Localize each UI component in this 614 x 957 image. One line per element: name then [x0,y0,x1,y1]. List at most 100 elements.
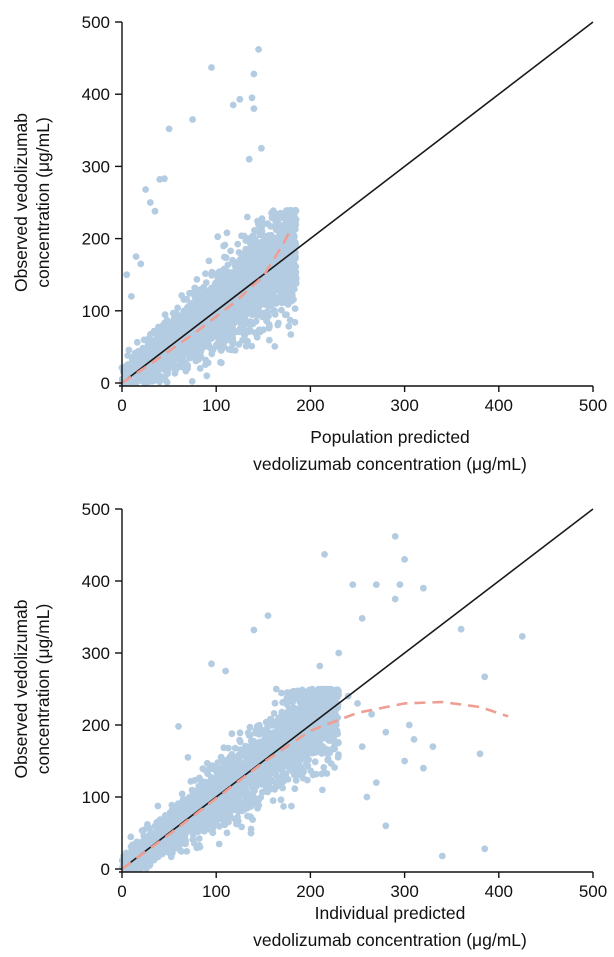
data-point [164,370,172,378]
data-point [274,321,282,329]
data-point [186,347,194,354]
data-point [281,221,288,229]
data-point [273,726,281,734]
data-point [279,769,287,777]
data-point [239,790,247,798]
data-point [295,749,302,757]
data-point [401,757,408,765]
data-point [271,282,278,289]
data-point [147,375,155,383]
data-point [292,263,300,270]
data-point [248,300,256,307]
data-point [157,344,165,352]
data-point [481,673,489,681]
data-point [129,865,137,873]
data-point [223,829,231,837]
data-point [135,348,143,355]
data-point [327,729,335,736]
data-point [145,347,153,355]
panel-1: 0 100 200 300 400 5000100200300400500Populati… [11,13,607,474]
data-point [255,801,263,809]
data-point [248,273,256,280]
data-point [206,778,214,786]
data-point [244,306,252,314]
data-point [184,754,192,761]
data-point [194,790,201,798]
data-point [391,595,399,603]
data-point [169,836,177,844]
data-point [304,776,311,784]
data-point [174,800,182,808]
data-point [226,329,233,337]
data-point [222,254,230,262]
y-axis-title: Observed vedolizumab [11,600,31,779]
data-point [249,232,257,240]
data-point [172,309,180,317]
data-point [438,852,446,860]
data-point [236,736,244,744]
data-point [191,342,199,350]
data-point [240,331,248,338]
data-point [127,833,135,841]
y-axis-title: Observed vedolizumab [11,113,31,292]
data-point [349,581,357,588]
data-point [280,803,287,810]
data-point [164,360,172,368]
data-point [279,261,287,269]
data-point [187,289,195,297]
smooth-trend-line [121,230,291,385]
data-point [162,336,170,344]
data-point [205,257,213,265]
data-point [161,311,169,319]
data-point [287,730,295,738]
data-point [215,317,223,325]
data-point [222,667,230,675]
y-tick-label: 200 [82,230,110,249]
data-point [215,840,223,848]
data-point [238,823,246,831]
data-point [325,716,332,724]
data-point [183,295,191,303]
data-point [325,700,332,708]
data-point [358,743,366,750]
data-point [140,826,148,834]
data-point [391,533,399,540]
data-point [317,743,324,751]
data-point [254,749,261,756]
x-tick-label: 500 [579,882,607,901]
data-point [285,264,293,272]
data-point [320,732,328,740]
data-point [202,270,209,278]
data-point [176,328,184,336]
data-point [200,788,207,795]
data-point [187,827,195,835]
data-point [231,301,239,308]
data-point [228,730,236,738]
data-point [302,715,309,723]
data-point [290,687,298,695]
data-point [231,260,239,268]
data-point [240,325,248,333]
data-point [137,260,145,268]
data-point [178,790,186,798]
data-point [146,199,154,206]
data-point [272,734,280,742]
data-point [264,784,272,792]
data-point [255,239,262,247]
data-point [240,232,248,240]
data-point [179,838,187,846]
data-point [249,253,256,261]
data-point [282,256,289,263]
data-point [260,764,267,772]
data-point [271,699,279,707]
data-point [225,816,232,824]
y-tick-label: 400 [82,85,110,104]
data-point [276,266,284,274]
data-point [518,633,526,640]
data-point [278,299,286,307]
data-point [142,186,150,193]
data-point [199,823,207,831]
data-point [244,729,252,737]
data-point [334,753,342,761]
